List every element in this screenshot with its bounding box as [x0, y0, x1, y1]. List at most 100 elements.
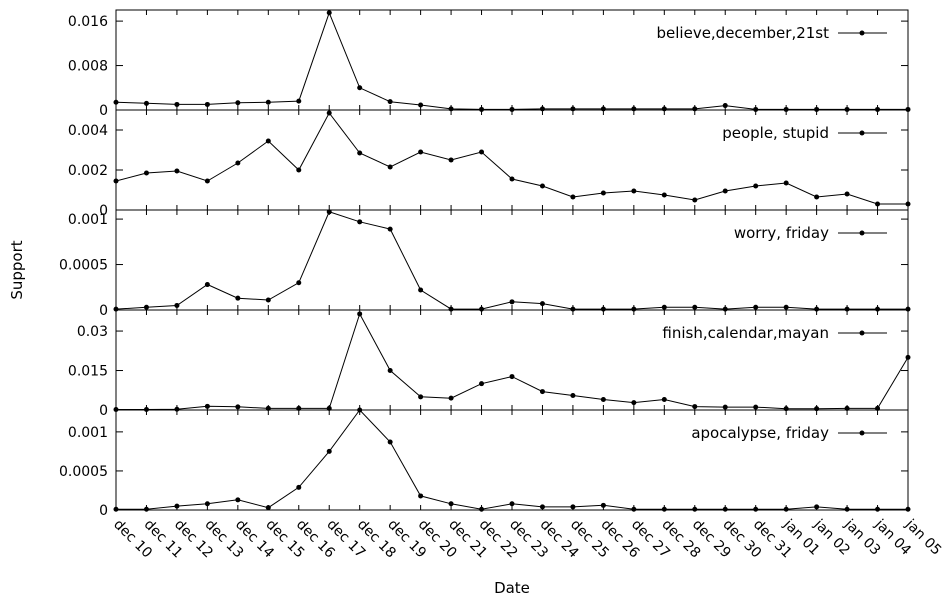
data-point	[143, 100, 149, 106]
data-point	[387, 226, 393, 232]
data-point	[357, 150, 363, 156]
panel-5: 0 0.0005 0.001 apocalypse, friday	[59, 407, 911, 519]
data-point	[844, 506, 850, 512]
data-point	[143, 406, 149, 412]
data-point	[600, 396, 606, 402]
data-point	[783, 180, 789, 186]
data-point	[753, 304, 759, 310]
data-point	[235, 497, 241, 503]
data-point	[661, 192, 667, 198]
data-point	[387, 99, 393, 105]
data-point	[296, 167, 302, 173]
data-point	[661, 304, 667, 310]
data-point	[692, 506, 698, 512]
data-point	[814, 194, 820, 200]
y-axis-label: Support	[8, 240, 26, 299]
data-point	[174, 101, 180, 107]
data-point	[265, 99, 271, 105]
data-point	[570, 504, 576, 510]
data-point	[235, 100, 241, 106]
data-point	[387, 439, 393, 445]
legend-marker	[859, 30, 865, 36]
data-point	[631, 400, 637, 406]
panel-1: 0 0.008 0.016 believe,december,21st	[68, 9, 911, 119]
data-point	[418, 394, 424, 400]
data-point	[143, 170, 149, 176]
data-point	[600, 502, 606, 508]
data-point	[509, 374, 515, 380]
data-point	[814, 504, 820, 510]
y-tick-label: 0.015	[68, 364, 108, 380]
data-point	[600, 190, 606, 196]
data-point	[875, 106, 881, 112]
data-point	[753, 183, 759, 189]
chart-panels: 0 0.008 0.016 believe,december,21st 0 0.002 0.…	[59, 9, 944, 561]
data-point	[418, 102, 424, 108]
legend-label: people, stupid	[722, 124, 829, 142]
data-point	[357, 219, 363, 225]
data-point	[235, 295, 241, 301]
data-point	[539, 504, 545, 510]
y-tick-label: 0	[99, 503, 108, 519]
panel-2: 0 0.002 0.004 people, stupid	[68, 109, 911, 219]
data-point	[509, 299, 515, 305]
data-point	[235, 160, 241, 166]
data-point	[387, 368, 393, 374]
data-point	[113, 506, 119, 512]
data-point	[204, 282, 210, 288]
y-tick-label: 0.016	[68, 14, 108, 30]
panel-4: 0 0.015 0.03 finish,calendar,mayan	[68, 309, 911, 419]
legend-label: believe,december,21st	[657, 24, 830, 42]
y-tick-label: 0.002	[68, 163, 108, 179]
data-point	[692, 304, 698, 310]
data-point	[570, 194, 576, 200]
data-point	[509, 176, 515, 182]
data-point	[905, 106, 911, 112]
panel-3: 0 0.0005 0.001 worry, friday	[59, 209, 911, 319]
data-point	[875, 506, 881, 512]
data-point	[692, 197, 698, 203]
data-point	[753, 106, 759, 112]
y-tick-label: 0	[99, 303, 108, 319]
data-point	[661, 396, 667, 402]
data-point	[326, 448, 332, 454]
data-point	[814, 106, 820, 112]
y-tick-label: 0.001	[68, 425, 108, 441]
data-point	[722, 404, 728, 410]
y-tick-label: 0.008	[68, 59, 108, 75]
data-point	[174, 302, 180, 308]
data-point	[418, 493, 424, 499]
y-tick-label: 0.03	[77, 324, 108, 340]
data-point	[844, 191, 850, 197]
data-point	[753, 506, 759, 512]
data-point	[357, 311, 363, 317]
data-point	[448, 157, 454, 163]
data-point	[143, 304, 149, 310]
y-tick-label: 0	[99, 103, 108, 119]
data-point	[326, 209, 332, 215]
data-point	[875, 201, 881, 207]
y-tick-label: 0	[99, 403, 108, 419]
data-point	[265, 297, 271, 303]
data-point	[479, 506, 485, 512]
data-point	[479, 106, 485, 112]
data-point	[905, 506, 911, 512]
data-point	[844, 106, 850, 112]
data-point	[539, 301, 545, 307]
data-point	[509, 501, 515, 507]
y-tick-label: 0.004	[68, 123, 108, 139]
data-point	[631, 506, 637, 512]
x-axis-label: Date	[494, 579, 530, 596]
data-point	[113, 99, 119, 105]
legend-marker	[859, 430, 865, 436]
data-point	[722, 188, 728, 194]
y-tick-label: 0.0005	[59, 464, 108, 480]
data-point	[783, 506, 789, 512]
legend-label: finish,calendar,mayan	[662, 324, 829, 342]
data-point	[448, 395, 454, 401]
data-point	[539, 183, 545, 189]
data-point	[631, 188, 637, 194]
data-point	[783, 106, 789, 112]
